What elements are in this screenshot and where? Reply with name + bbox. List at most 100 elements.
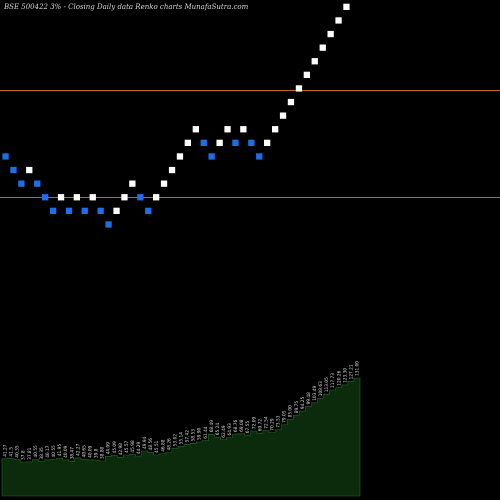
up-brick (129, 180, 136, 187)
up-brick (327, 30, 334, 38)
area-value-label: 123.30 (342, 368, 348, 383)
area-value-label: 72.09 (251, 417, 257, 430)
area-value-label: 120.26 (336, 370, 342, 385)
area-value-label: 40.55 (33, 445, 39, 458)
area-value-label: 108.63 (318, 381, 324, 396)
area-value-label: 53.02 (172, 434, 178, 447)
area-value-label: 41.95 (57, 444, 63, 457)
area-value-label: 40.17 (45, 445, 51, 458)
area-value-label: 69.72 (257, 419, 263, 432)
area-value-label: 37.81 (27, 447, 33, 460)
area-value-label: 45.51 (154, 440, 160, 453)
down-brick (49, 207, 57, 214)
area-value-label: 55.14 (179, 432, 185, 445)
up-brick (311, 58, 318, 65)
area-value-label: 61.44 (203, 426, 209, 439)
down-brick (18, 180, 25, 187)
up-brick (303, 71, 310, 78)
area-series (1, 377, 361, 497)
up-brick (272, 126, 279, 133)
up-brick (335, 17, 342, 24)
area-value-label: 40.09 (63, 445, 69, 458)
up-brick (168, 166, 176, 174)
down-brick (2, 153, 9, 160)
area-value-label: 41.27 (3, 444, 9, 457)
area-value-label: 65.24 (215, 423, 221, 436)
down-brick (42, 194, 49, 201)
down-brick (256, 153, 263, 160)
up-brick (264, 139, 271, 146)
chart-header: BSE 500422 3% - Closing Daily data Renko… (3, 3, 249, 11)
down-brick (232, 139, 239, 146)
area-value-label: 40.65 (81, 445, 87, 458)
area-value-label: 70.29 (270, 418, 276, 431)
area-value-label: 59.90 (197, 427, 203, 440)
area-value-label: 58.53 (191, 429, 197, 442)
down-brick (34, 180, 41, 187)
up-brick (73, 194, 80, 201)
down-brick (97, 207, 104, 214)
area-value-label: 40.35 (15, 445, 21, 458)
area-value-label: 46.88 (160, 439, 166, 452)
area-value-label: 131.00 (355, 361, 361, 376)
area-value-label: 127.21 (348, 364, 354, 379)
area-value-label: 44.09 (106, 442, 112, 455)
down-brick (208, 153, 215, 160)
area-value-label: 44.29 (136, 442, 142, 455)
area-value-label: 67.55 (245, 421, 251, 434)
reference-lines (0, 90, 500, 198)
up-brick (113, 207, 120, 214)
area-value-label: 48.56 (148, 438, 154, 451)
area-value-label: 69.08 (239, 419, 245, 432)
renko-bricks (2, 3, 350, 228)
area-value-label: 68.76 (233, 420, 239, 433)
up-brick (89, 194, 96, 201)
area-value-label: 57.42 (185, 430, 191, 443)
up-brick (295, 85, 303, 92)
up-brick (57, 194, 65, 201)
area-value-label: 48.26 (166, 438, 172, 451)
area-value-label: 94.25 (300, 397, 306, 410)
up-brick (319, 44, 326, 51)
up-brick (224, 126, 231, 133)
area-value-label: 40.09 (88, 445, 94, 458)
area-value-label: 64.93 (227, 423, 233, 436)
area-value-label: 45.98 (130, 440, 136, 453)
area-value-label: 38.47 (69, 447, 75, 460)
up-brick (216, 139, 223, 146)
up-brick (153, 194, 160, 201)
up-brick (184, 139, 191, 146)
down-brick (200, 139, 207, 146)
area-value-label: 38.35 (39, 447, 45, 460)
down-brick (248, 139, 255, 146)
up-brick (287, 98, 295, 106)
area-value-label: 113.05 (324, 377, 330, 392)
area-value-label: 45.57 (124, 440, 130, 453)
down-brick (10, 166, 17, 174)
area-value-label: 85.00 (288, 405, 294, 418)
area-value-label: 73.53 (276, 415, 282, 428)
area-value-label: 45.09 (112, 441, 118, 454)
down-brick (105, 221, 112, 228)
area-value-label: 49.94 (142, 436, 148, 449)
area-value-label: 79.05 (282, 410, 288, 423)
down-brick (137, 194, 144, 201)
area-value-label: 39.8 (94, 448, 100, 458)
area-value-label: 72.54 (263, 416, 269, 429)
up-brick (26, 166, 33, 174)
up-brick (240, 126, 247, 133)
area-value-label: 37.8 (21, 450, 27, 460)
area-value-label: 68.49 (209, 420, 215, 433)
area-value-label: 99.48 (306, 392, 312, 405)
up-brick (192, 126, 199, 133)
lower-area-panel: 41.27 41.5 40.35 37.8 37.81 40.55 38.35 40.17 40… (1, 361, 361, 497)
up-brick (176, 153, 184, 160)
area-value-label: 89.75 (294, 401, 300, 414)
up-brick (279, 112, 287, 119)
up-brick (121, 194, 128, 201)
area-value-label: 40.55 (51, 445, 57, 458)
up-brick (160, 180, 168, 187)
down-brick (145, 207, 152, 214)
area-value-label: 41.5 (9, 447, 15, 457)
